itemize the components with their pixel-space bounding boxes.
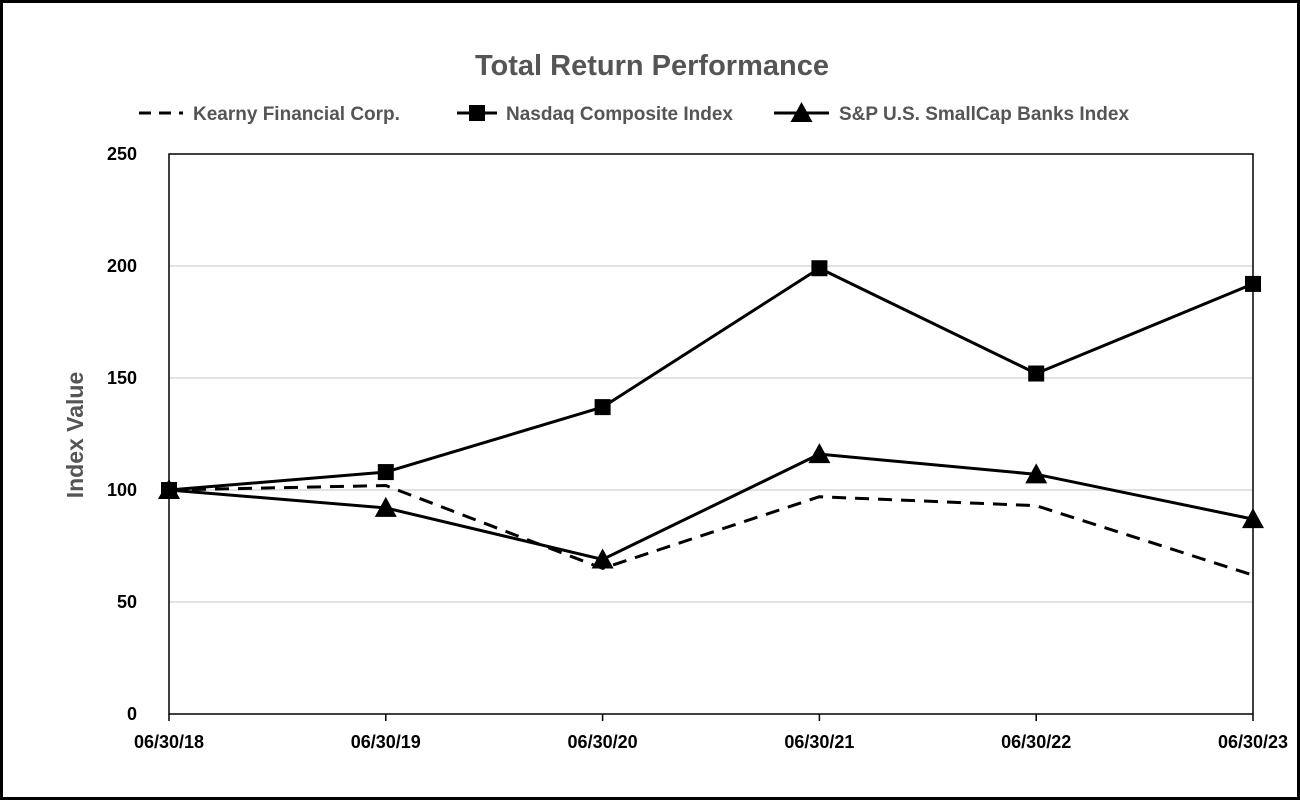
x-tick-label: 06/30/23	[1218, 732, 1288, 752]
legend-item: Kearny Financial Corp.	[139, 104, 400, 125]
legend-label: Kearny Financial Corp.	[193, 104, 400, 125]
legend-item: Nasdaq Composite Index	[457, 104, 733, 125]
legend: Kearny Financial Corp. Nasdaq Composite I…	[139, 102, 1129, 125]
series-layer	[158, 260, 1264, 577]
square-marker	[1245, 275, 1261, 292]
x-tick-label: 06/30/21	[784, 732, 854, 752]
y-tick-label: 0	[127, 704, 137, 724]
plot-area-border	[168, 153, 1254, 715]
square-marker	[377, 464, 394, 481]
x-tick-label: 06/30/20	[568, 732, 638, 752]
x-axis-ticks: 06/30/18 06/30/19 06/30/20 06/30/21 06/30/22…	[134, 714, 1288, 752]
triangle-marker	[158, 479, 180, 499]
y-tick-label: 250	[107, 144, 137, 164]
x-tick-label: 06/30/22	[1001, 732, 1071, 752]
series-nasdaq-composite-index	[161, 260, 1261, 498]
series-s-p-u-s-smallcap-banks-index	[158, 443, 1264, 569]
triangle-marker	[374, 496, 397, 517]
line-chart: Total Return Performance Kearny Financia…	[62, 50, 1288, 752]
legend-label: Nasdaq Composite Index	[506, 104, 733, 125]
triangle-marker	[808, 443, 831, 464]
y-tick-label: 150	[107, 368, 137, 388]
y-tick-label: 100	[107, 480, 137, 500]
square-marker	[1028, 365, 1045, 382]
square-marker	[594, 399, 611, 416]
series-line	[168, 484, 1254, 577]
legend-item: S&P U.S. SmallCap Banks Index	[774, 102, 1129, 125]
y-tick-label: 200	[107, 256, 137, 276]
legend-triangle-icon	[790, 102, 813, 122]
square-marker	[811, 260, 828, 277]
triangle-marker	[1242, 508, 1264, 529]
gridlines	[169, 265, 1253, 603]
legend-square-icon	[469, 105, 485, 121]
y-axis-ticks: 0 50 100 150 200 250	[107, 144, 137, 724]
series-line	[168, 266, 1254, 492]
legend-label: S&P U.S. SmallCap Banks Index	[839, 104, 1129, 125]
y-axis-label: Index Value	[62, 372, 88, 499]
series-line	[168, 452, 1254, 561]
chart-title: Total Return Performance	[475, 50, 829, 82]
y-tick-label: 50	[117, 592, 137, 612]
triangle-marker	[591, 548, 614, 569]
triangle-marker	[1025, 463, 1048, 484]
x-tick-label: 06/30/18	[134, 732, 204, 752]
series-kearny-financial-corp	[168, 484, 1254, 577]
x-tick-label: 06/30/19	[351, 732, 421, 752]
